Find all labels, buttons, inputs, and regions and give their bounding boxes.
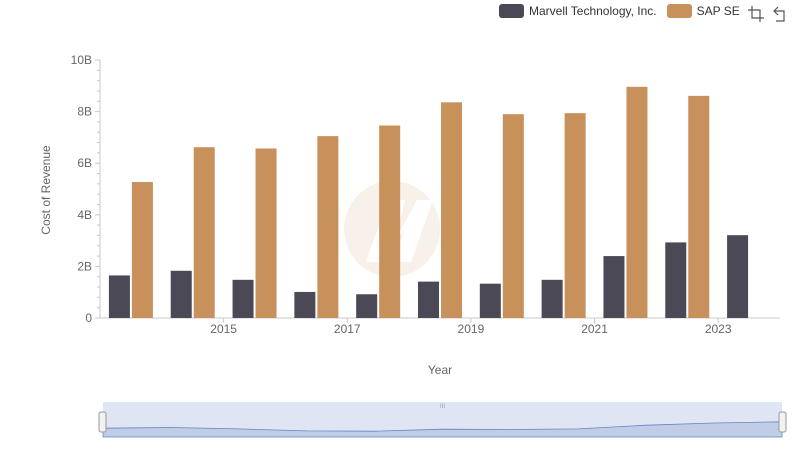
x-axis: 2015 2017 2019 2021 2023 xyxy=(100,317,780,336)
y-axis-label: Cost of Revenue xyxy=(39,145,53,235)
x-tick-label: 2023 xyxy=(705,322,732,336)
navigator-scroll-track[interactable] xyxy=(103,402,782,409)
y-axis: 0 2B 4B 6B 8B 10B xyxy=(71,53,101,325)
legend-label-sap: SAP SE xyxy=(696,4,740,18)
bar-marvell-2016[interactable] xyxy=(232,279,254,318)
bar-marvell-2024[interactable] xyxy=(727,235,749,318)
navigator-handle-right[interactable] xyxy=(778,411,787,433)
x-tick-label: 2021 xyxy=(581,322,608,336)
bar-sap-2020[interactable] xyxy=(502,114,524,319)
bar-sap-2018[interactable] xyxy=(379,125,401,318)
bar-marvell-2021[interactable] xyxy=(541,279,563,318)
bar-sap-2019[interactable] xyxy=(441,102,462,318)
range-navigator[interactable]: III xyxy=(98,402,787,438)
bar-sap-2022[interactable] xyxy=(626,86,648,318)
bar-sap-2023[interactable] xyxy=(688,95,710,318)
bar-marvell-2015[interactable] xyxy=(170,270,192,318)
bar-sap-2016[interactable] xyxy=(255,148,277,318)
bar-sap-2017[interactable] xyxy=(317,136,339,318)
legend-swatch-marvell xyxy=(499,4,524,18)
bar-sap-2015[interactable] xyxy=(193,147,215,318)
bar-marvell-2018[interactable] xyxy=(356,294,378,318)
zoom-reset-icon[interactable] xyxy=(772,5,790,23)
bar-marvell-2022[interactable] xyxy=(603,256,625,318)
x-tick-label: 2019 xyxy=(458,322,485,336)
x-tick-label: 2015 xyxy=(210,322,237,336)
legend: Marvell Technology, Inc. SAP SE xyxy=(499,4,750,18)
y-tick-label: 8B xyxy=(77,105,92,119)
navigator-series xyxy=(102,421,783,438)
legend-item-marvell[interactable]: Marvell Technology, Inc. xyxy=(499,4,657,18)
y-tick-label: 0 xyxy=(85,311,92,325)
navigator-handle-left[interactable] xyxy=(98,411,107,433)
bars xyxy=(108,86,749,319)
x-axis-label: Year xyxy=(428,363,452,377)
bar-marvell-2020[interactable] xyxy=(479,283,501,318)
bar-marvell-2014[interactable] xyxy=(108,275,130,318)
bar-marvell-2019[interactable] xyxy=(418,281,439,318)
legend-label-marvell: Marvell Technology, Inc. xyxy=(529,4,657,18)
legend-swatch-sap xyxy=(666,4,692,18)
y-tick-label: 4B xyxy=(77,208,92,222)
bar-marvell-2017[interactable] xyxy=(294,291,316,318)
bar-sap-2014[interactable] xyxy=(131,182,153,318)
zoom-select-icon[interactable] xyxy=(747,5,765,23)
bar-marvell-2023[interactable] xyxy=(665,242,687,318)
y-tick-label: 2B xyxy=(77,259,92,273)
navigator-grip[interactable]: III xyxy=(440,404,445,410)
y-tick-label: 10B xyxy=(71,53,92,67)
y-tick-label: 6B xyxy=(77,156,92,170)
legend-item-sap[interactable]: SAP SE xyxy=(666,4,740,18)
x-tick-label: 2017 xyxy=(334,322,361,336)
bar-sap-2021[interactable] xyxy=(564,113,586,318)
